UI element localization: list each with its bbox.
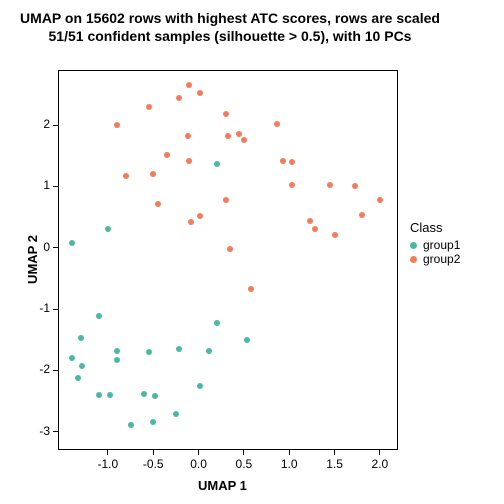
scatter-point — [123, 173, 129, 179]
scatter-point — [173, 411, 179, 417]
scatter-point — [96, 392, 102, 398]
x-tick-label: -1.0 — [93, 457, 123, 471]
scatter-point — [188, 219, 194, 225]
x-tick-label: 2.0 — [365, 457, 395, 471]
scatter-point — [227, 246, 233, 252]
scatter-point — [206, 348, 212, 354]
x-tick-mark — [289, 450, 290, 455]
legend-title: Class — [410, 220, 460, 235]
legend-swatch — [410, 242, 417, 249]
x-tick-label: -0.5 — [138, 457, 168, 471]
scatter-point — [280, 158, 286, 164]
scatter-point — [197, 383, 203, 389]
scatter-point — [164, 152, 170, 158]
scatter-point — [223, 111, 229, 117]
figure: UMAP on 15602 rows with highest ATC scor… — [0, 0, 504, 504]
scatter-point — [289, 159, 295, 165]
scatter-point — [223, 197, 229, 203]
legend-label: group2 — [423, 253, 460, 265]
y-tick-label: 0 — [43, 240, 50, 254]
scatter-point — [327, 182, 333, 188]
scatter-point — [69, 240, 75, 246]
scatter-point — [155, 201, 161, 207]
y-tick-label: -3 — [39, 424, 50, 438]
scatter-point — [141, 391, 147, 397]
scatter-point — [114, 122, 120, 128]
x-tick-mark — [243, 450, 244, 455]
scatter-point — [289, 182, 295, 188]
x-tick-mark — [334, 450, 335, 455]
y-tick-mark — [53, 309, 58, 310]
y-tick-label: -2 — [39, 362, 50, 376]
scatter-point — [114, 357, 120, 363]
scatter-point — [176, 346, 182, 352]
scatter-point — [146, 349, 152, 355]
y-tick-mark — [53, 247, 58, 248]
y-tick-mark — [53, 125, 58, 126]
legend-item: group1 — [410, 239, 460, 251]
scatter-point — [186, 82, 192, 88]
y-tick-mark — [53, 186, 58, 187]
legend-label: group1 — [423, 239, 460, 251]
scatter-point — [128, 422, 134, 428]
scatter-point — [146, 104, 152, 110]
scatter-point — [78, 335, 84, 341]
scatter-point — [114, 348, 120, 354]
scatter-point — [185, 133, 191, 139]
scatter-point — [241, 137, 247, 143]
y-tick-label: -1 — [39, 301, 50, 315]
scatter-point — [150, 171, 156, 177]
x-tick-label: 0.0 — [184, 457, 214, 471]
scatter-point — [96, 313, 102, 319]
y-tick-mark — [53, 370, 58, 371]
scatter-point — [244, 337, 250, 343]
x-tick-mark — [153, 450, 154, 455]
scatter-point — [225, 133, 231, 139]
scatter-point — [274, 121, 280, 127]
x-tick-label: 0.5 — [229, 457, 259, 471]
x-tick-mark — [379, 450, 380, 455]
x-tick-mark — [107, 450, 108, 455]
scatter-point — [105, 226, 111, 232]
scatter-point — [107, 392, 113, 398]
y-tick-mark — [53, 431, 58, 432]
y-tick-label: 2 — [43, 117, 50, 131]
scatter-point — [75, 375, 81, 381]
scatter-point — [150, 419, 156, 425]
scatter-point — [197, 213, 203, 219]
scatter-point — [236, 131, 242, 137]
legend: Class group1 group2 — [410, 220, 460, 267]
x-tick-mark — [198, 450, 199, 455]
x-tick-label: 1.5 — [320, 457, 350, 471]
scatter-point — [214, 320, 220, 326]
scatter-point — [197, 90, 203, 96]
scatter-point — [359, 212, 365, 218]
scatter-point — [307, 218, 313, 224]
title-line-2: 51/51 confident samples (silhouette > 0.… — [0, 28, 460, 46]
legend-item: group2 — [410, 253, 460, 265]
legend-swatch — [410, 256, 417, 263]
scatter-point — [312, 226, 318, 232]
scatter-point — [248, 286, 254, 292]
y-axis-label: UMAP 2 — [25, 235, 40, 284]
scatter-point — [214, 161, 220, 167]
scatter-point — [377, 197, 383, 203]
scatter-point — [152, 393, 158, 399]
chart-title: UMAP on 15602 rows with highest ATC scor… — [0, 10, 460, 45]
scatter-point — [186, 158, 192, 164]
scatter-point — [332, 232, 338, 238]
scatter-point — [69, 355, 75, 361]
scatter-point — [79, 363, 85, 369]
x-axis-label: UMAP 1 — [198, 478, 247, 493]
scatter-point — [176, 95, 182, 101]
x-tick-label: 1.0 — [274, 457, 304, 471]
y-tick-label: 1 — [43, 178, 50, 192]
title-line-1: UMAP on 15602 rows with highest ATC scor… — [0, 10, 460, 28]
scatter-point — [352, 183, 358, 189]
